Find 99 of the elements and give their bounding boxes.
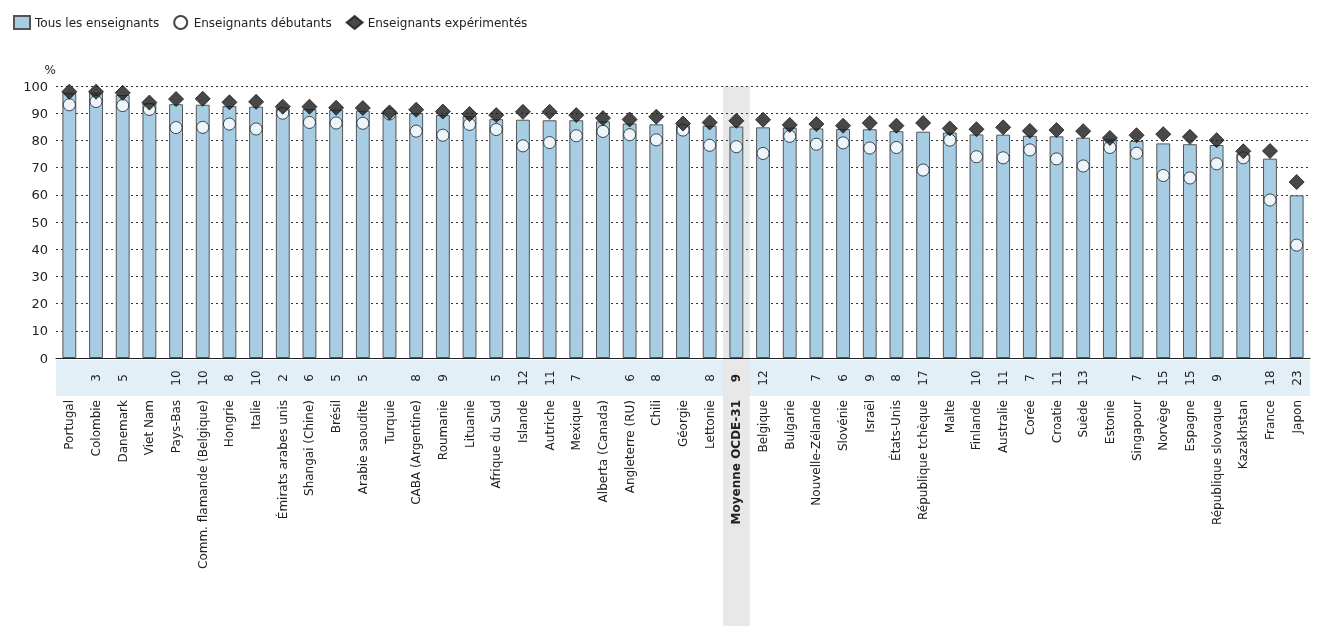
x-tick-label: Nouvelle-Zélande [809, 400, 824, 506]
x-tick-label: Shangai (Chine) [302, 400, 317, 496]
data-label: 13 [1076, 370, 1091, 386]
data-label: 3 [89, 374, 103, 382]
y-tick-label: 40 [31, 241, 48, 257]
x-tick-label: Émirats arabes unis [274, 400, 290, 520]
x-tick-label: Croatie [1049, 400, 1064, 444]
x-tick-label: Afrique du Sud [489, 400, 504, 489]
data-label: 23 [1289, 370, 1304, 386]
data-label: 7 [809, 374, 824, 382]
data-label: 8 [649, 374, 664, 382]
x-tick-label: Alberta (Canada) [595, 400, 610, 503]
data-label: 2 [275, 374, 290, 382]
y-tick-label: 50 [31, 214, 48, 230]
data-label: 8 [702, 374, 717, 382]
x-tick-label: Mexique [569, 400, 584, 451]
y-tick-label: 10 [31, 323, 48, 339]
data-label: 9 [862, 374, 877, 382]
x-tick-label: Islande [515, 400, 530, 444]
x-tick-label: République slovaque [1209, 400, 1224, 526]
x-tick-label: Colombie [89, 400, 104, 457]
x-tick-label: Corée [1022, 400, 1037, 436]
data-label: 15 [1156, 370, 1171, 386]
data-label: 5 [329, 374, 344, 382]
x-tick-label: Turquie [382, 400, 397, 445]
x-tick-label: Danemark [115, 399, 130, 463]
x-tick-label: Italie [249, 400, 264, 430]
data-label: 10 [249, 370, 264, 386]
data-label: 11 [542, 370, 557, 386]
data-label: 18 [1262, 370, 1277, 386]
x-tick-label: République tchèque [916, 400, 931, 521]
data-label: 9 [729, 373, 744, 383]
x-tick-label: Autriche [542, 400, 557, 451]
data-label: 9 [435, 374, 450, 382]
x-tick-label: Belgique [756, 400, 771, 453]
x-tick-label: Singapour [1129, 399, 1144, 462]
x-tick-label: Géorgie [676, 400, 690, 448]
data-label: 12 [515, 370, 530, 386]
x-tick-label: Australie [996, 400, 1011, 454]
x-tick-label: Chili [649, 400, 664, 426]
x-tick-label: Bulgarie [782, 400, 797, 450]
x-tick-label: Israël [862, 400, 877, 433]
legend-label: Enseignants débutants [193, 15, 332, 30]
data-label: 6 [302, 374, 317, 382]
y-tick-label: 90 [31, 105, 48, 121]
x-tick-label: Espagne [1182, 400, 1197, 452]
y-tick-label: 70 [31, 160, 48, 176]
data-label: 15 [1182, 370, 1197, 386]
data-label: 10 [169, 370, 184, 386]
x-tick-label: Slovénie [836, 400, 851, 452]
data-label: 9 [1209, 374, 1224, 382]
legend-label: Enseignants expérimentés [367, 15, 528, 30]
legend-label: Tous les enseignants [34, 15, 160, 30]
data-label: 5 [355, 374, 370, 382]
y-tick-label: 80 [31, 132, 48, 148]
data-label: 8 [222, 374, 237, 382]
data-label: 11 [996, 370, 1011, 386]
x-tick-label: Malte [942, 400, 957, 434]
x-tick-label: Japon [1289, 400, 1304, 435]
data-label: 6 [622, 374, 637, 382]
data-label: 7 [1022, 374, 1037, 382]
data-label: 8 [889, 374, 904, 382]
x-tick-label: États-Unis [888, 400, 904, 461]
data-label: 5 [489, 374, 504, 382]
data-label: 11 [1049, 370, 1064, 386]
x-tick-label: Moyenne OCDE-31 [729, 400, 744, 525]
data-label: 10 [969, 370, 984, 386]
x-tick-label: Roumanie [435, 400, 450, 461]
y-tick-label: 30 [31, 268, 48, 284]
x-tick-label: France [1262, 400, 1277, 440]
x-tick-label: Portugal [62, 400, 77, 450]
x-tick-label: Comm. flamande (Belgique) [195, 400, 210, 569]
x-tick-label: Lettonie [702, 400, 717, 449]
data-label: 5 [115, 374, 130, 382]
x-tick-label: Finlande [969, 400, 984, 451]
x-tick-label: CABA (Argentine) [409, 400, 424, 505]
x-tick-label: Angleterre (RU) [622, 400, 637, 494]
y-tick-label: 0 [39, 350, 48, 366]
x-tick-label: Kazakhstan [1236, 400, 1251, 470]
x-tick-label: Norvège [1156, 400, 1171, 451]
x-tick-label: Viet Nam [142, 400, 157, 456]
y-axis-title: % [44, 63, 56, 77]
data-label: 8 [409, 374, 424, 382]
data-label: 7 [1129, 374, 1144, 382]
y-tick-label: 60 [31, 187, 48, 203]
x-tick-label: Arabie saoudite [355, 400, 370, 495]
x-tick-label: Brésil [329, 400, 344, 434]
data-label: 7 [569, 374, 584, 382]
y-tick-label: 100 [23, 78, 48, 94]
data-label: 6 [836, 374, 851, 382]
x-tick-label: Suède [1076, 400, 1091, 438]
x-tick-label: Lituanie [462, 400, 477, 449]
x-tick-label: Hongrie [222, 400, 237, 448]
data-label: 10 [195, 370, 210, 386]
x-tick-label: Estonie [1102, 400, 1117, 445]
data-label: 12 [756, 370, 771, 386]
y-tick-label: 20 [31, 296, 48, 312]
x-tick-label: Pays-Bas [169, 400, 184, 454]
data-label: 17 [916, 370, 931, 386]
